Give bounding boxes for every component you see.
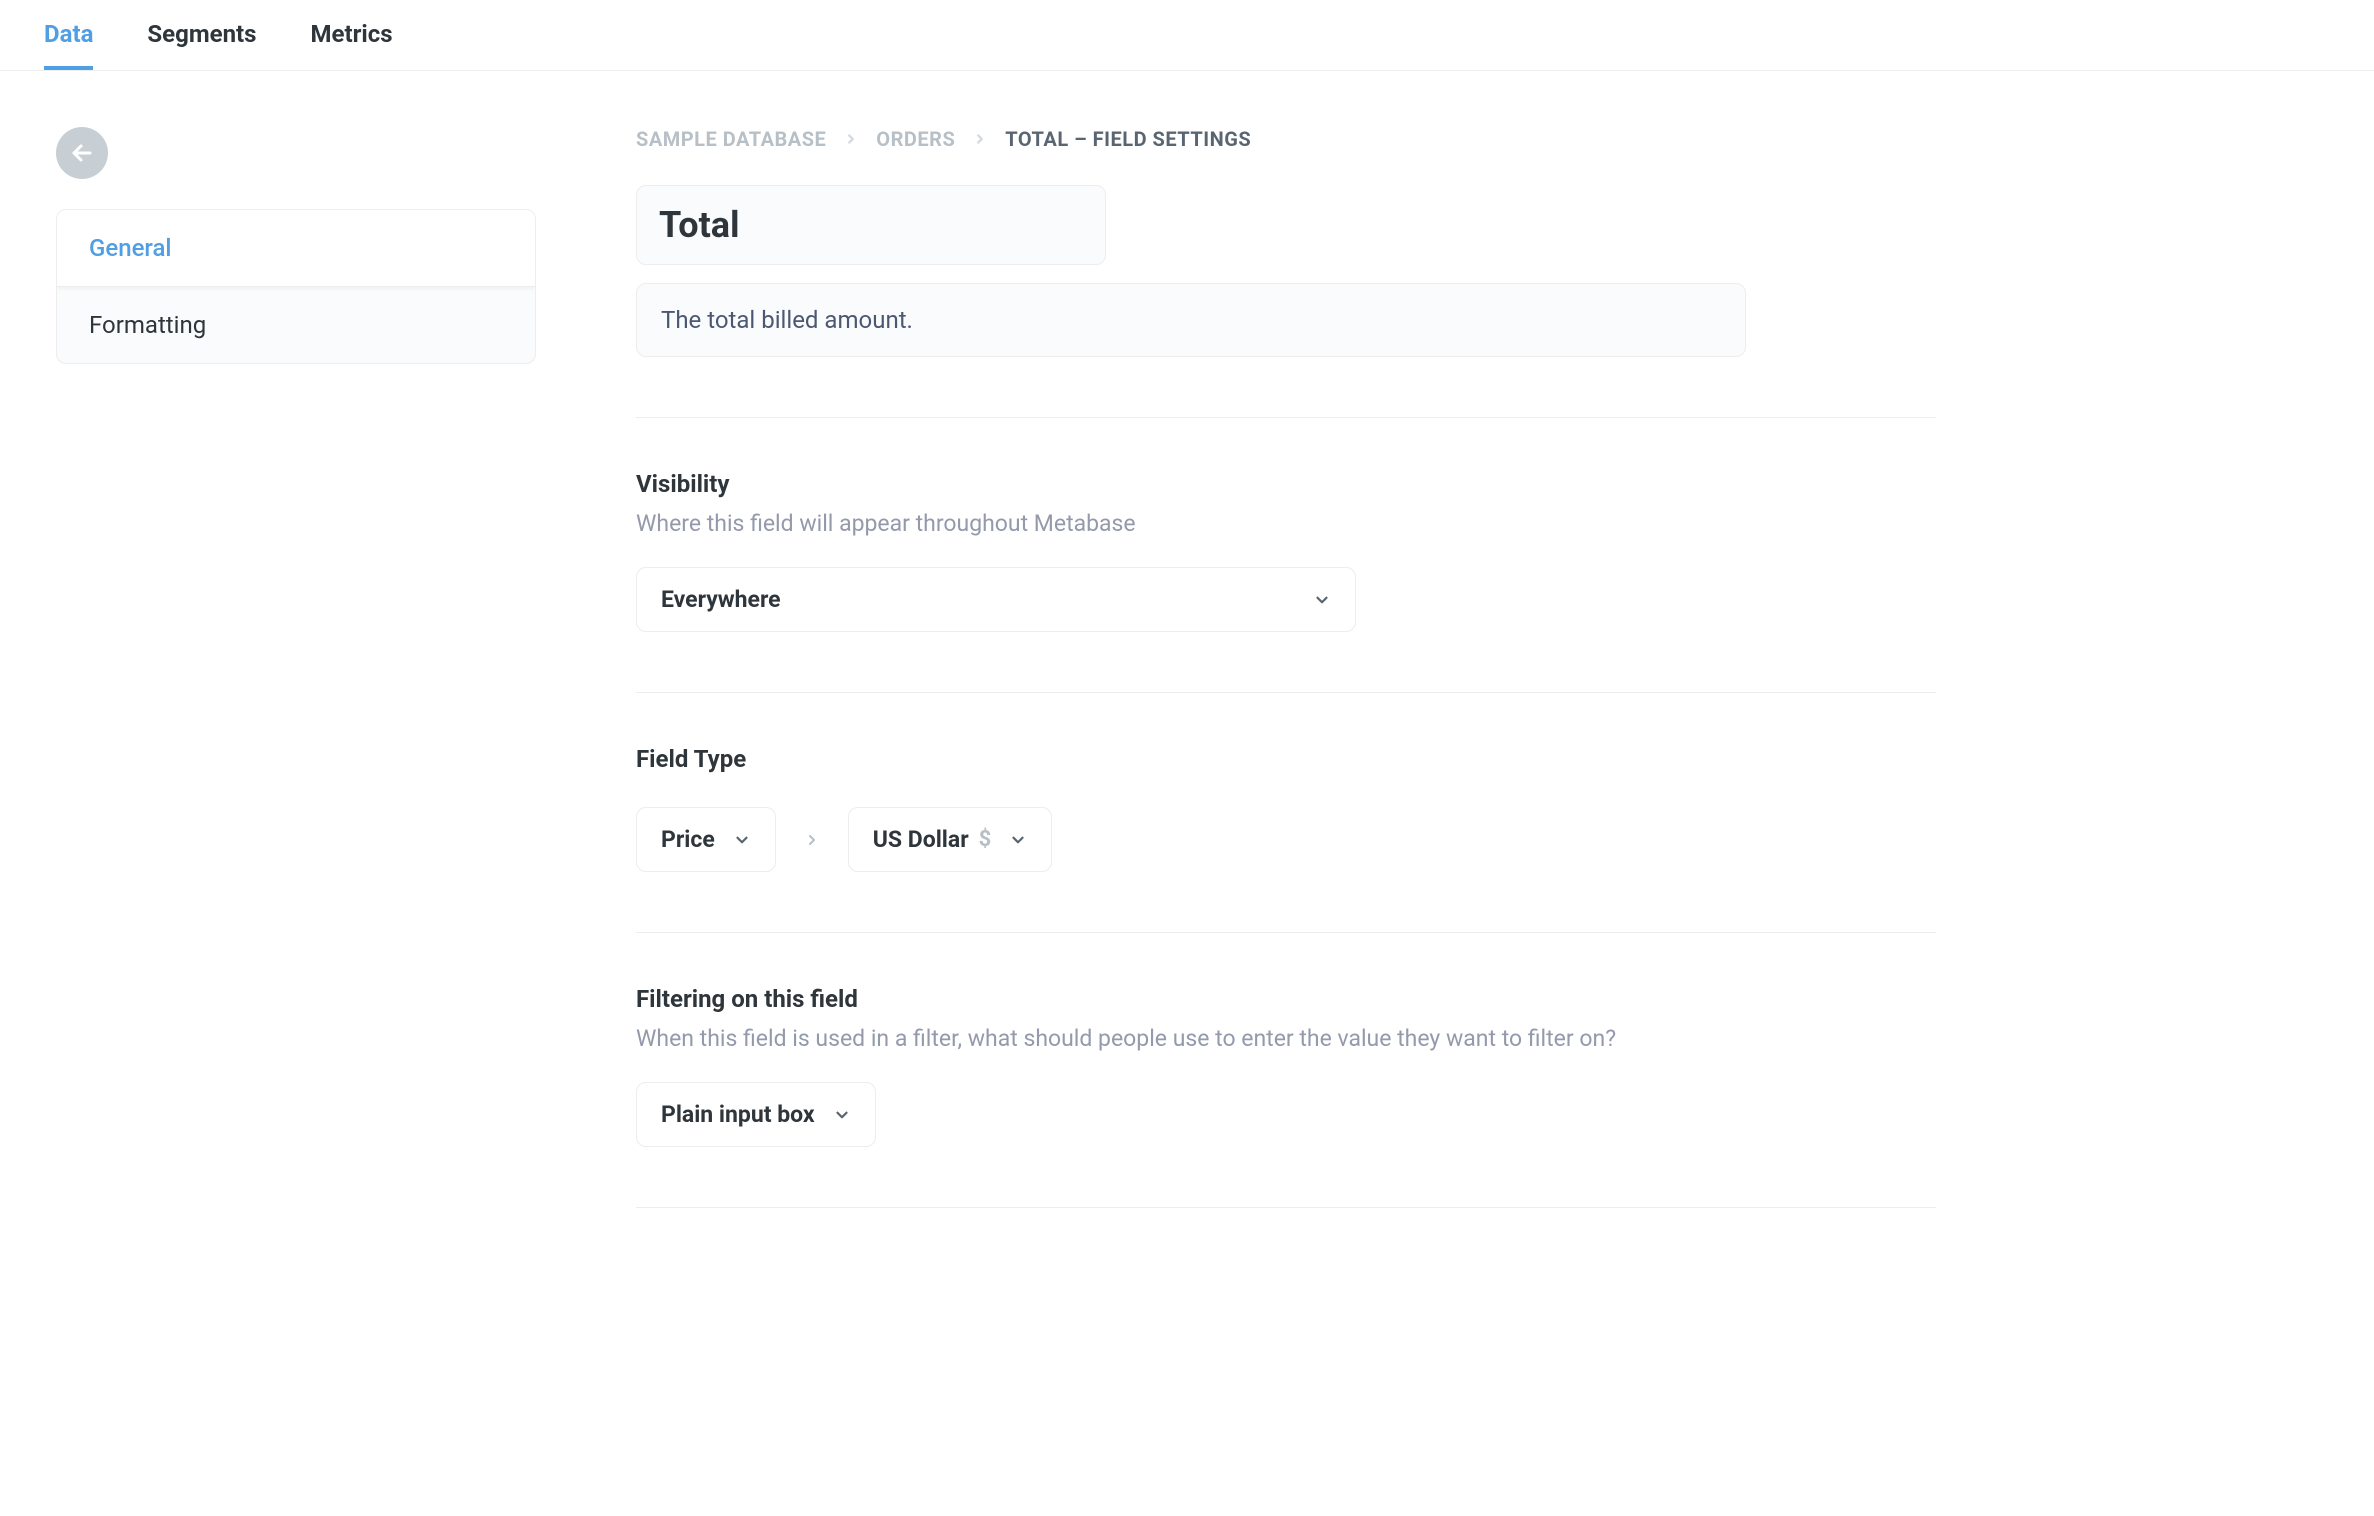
sidebar-item-formatting[interactable]: Formatting (57, 287, 535, 363)
left-column: General Formatting (56, 127, 576, 1208)
filtering-select[interactable]: Plain input box (636, 1082, 876, 1147)
field-type-row: Price US Dollar $ (636, 807, 1936, 872)
visibility-select[interactable]: Everywhere (636, 567, 1356, 632)
field-name-input[interactable] (636, 185, 1106, 265)
sidebar: General Formatting (56, 209, 536, 364)
chevron-down-icon (833, 1106, 851, 1124)
tab-metrics[interactable]: Metrics (311, 0, 393, 70)
section-filtering: Filtering on this field When this field … (636, 932, 1936, 1147)
field-type-title: Field Type (636, 745, 1936, 773)
breadcrumb-current: TOTAL – FIELD SETTINGS (1005, 127, 1251, 151)
chevron-right-icon (804, 832, 820, 848)
arrow-left-icon (70, 141, 94, 165)
breadcrumb-table[interactable]: ORDERS (876, 127, 955, 151)
field-description-input[interactable] (636, 283, 1746, 357)
currency-value: US Dollar (873, 826, 969, 853)
breadcrumb: SAMPLE DATABASE ORDERS TOTAL – FIELD SET… (636, 127, 1936, 151)
semantic-type-select[interactable]: Price (636, 807, 776, 872)
breadcrumb-database[interactable]: SAMPLE DATABASE (636, 127, 826, 151)
section-visibility: Visibility Where this field will appear … (636, 417, 1936, 632)
chevron-down-icon (1313, 591, 1331, 609)
chevron-right-icon (973, 132, 987, 146)
tab-segments[interactable]: Segments (147, 0, 256, 70)
section-divider (636, 1207, 1936, 1208)
visibility-title: Visibility (636, 470, 1936, 498)
currency-symbol: $ (979, 827, 992, 852)
chevron-right-icon (844, 132, 858, 146)
main-container: General Formatting SAMPLE DATABASE ORDER… (0, 71, 2374, 1208)
top-nav: Data Segments Metrics (0, 0, 2374, 71)
back-button[interactable] (56, 127, 108, 179)
filtering-select-value: Plain input box (661, 1101, 815, 1128)
filtering-title: Filtering on this field (636, 985, 1936, 1013)
visibility-subtitle: Where this field will appear throughout … (636, 510, 1936, 537)
content: SAMPLE DATABASE ORDERS TOTAL – FIELD SET… (576, 127, 1976, 1208)
currency-select[interactable]: US Dollar $ (848, 807, 1053, 872)
semantic-type-value: Price (661, 826, 715, 853)
visibility-select-value: Everywhere (661, 586, 781, 613)
filtering-subtitle: When this field is used in a filter, wha… (636, 1025, 1936, 1052)
sidebar-item-general[interactable]: General (57, 210, 535, 287)
chevron-down-icon (1009, 831, 1027, 849)
tab-data[interactable]: Data (44, 0, 93, 70)
section-field-type: Field Type Price US Dollar $ (636, 692, 1936, 872)
chevron-down-icon (733, 831, 751, 849)
